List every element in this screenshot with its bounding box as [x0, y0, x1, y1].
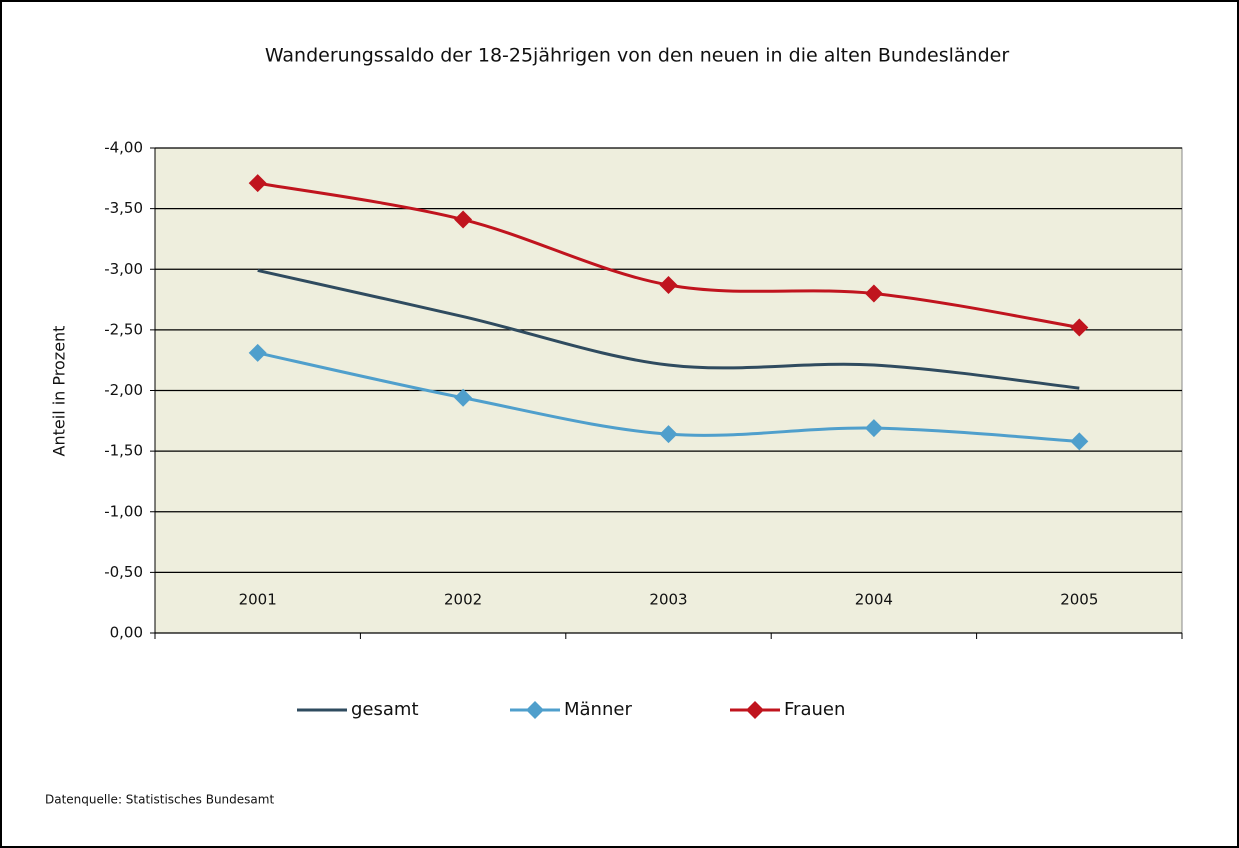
source: Datenquelle: Statistisches Bundesamt	[45, 793, 274, 807]
marker	[659, 276, 678, 295]
y-tick-label: -1,00	[104, 502, 143, 520]
y-tick-label: -0,50	[104, 563, 143, 581]
y-tick-label: -1,50	[104, 442, 143, 460]
y-tick-label: -2,00	[104, 381, 143, 399]
marker	[864, 284, 883, 303]
series-line	[257, 268, 1080, 390]
legend-marker	[746, 701, 764, 719]
y-tick-label: -4,00	[104, 139, 143, 157]
chart-title: Wanderungssaldo der 18-25jährigen von de…	[265, 45, 1009, 67]
y-tick-label: 0,00	[110, 624, 143, 642]
x-tick-label: 2003	[649, 591, 687, 609]
marker	[864, 419, 883, 438]
marker	[248, 174, 267, 193]
x-tick-label: 2004	[855, 591, 893, 609]
x-tick-label: 2002	[444, 591, 482, 609]
y-tick-label: -3,00	[104, 260, 143, 278]
legend-label: gesamt	[351, 699, 419, 720]
y-tick-label: -3,50	[104, 199, 143, 217]
marker	[248, 343, 267, 362]
marker	[1070, 432, 1089, 451]
marker	[1070, 318, 1089, 337]
legend-label: Frauen	[784, 699, 845, 720]
marker	[454, 210, 473, 229]
legend-label: Männer	[564, 699, 632, 720]
x-tick-label: 2001	[239, 591, 277, 609]
y-tick-label: -2,50	[104, 320, 143, 338]
y-axis-label: Anteil in Prozent	[50, 326, 69, 457]
marker	[659, 425, 678, 444]
marker	[454, 388, 473, 407]
legend-marker	[526, 701, 544, 719]
x-tick-label: 2005	[1060, 591, 1098, 609]
